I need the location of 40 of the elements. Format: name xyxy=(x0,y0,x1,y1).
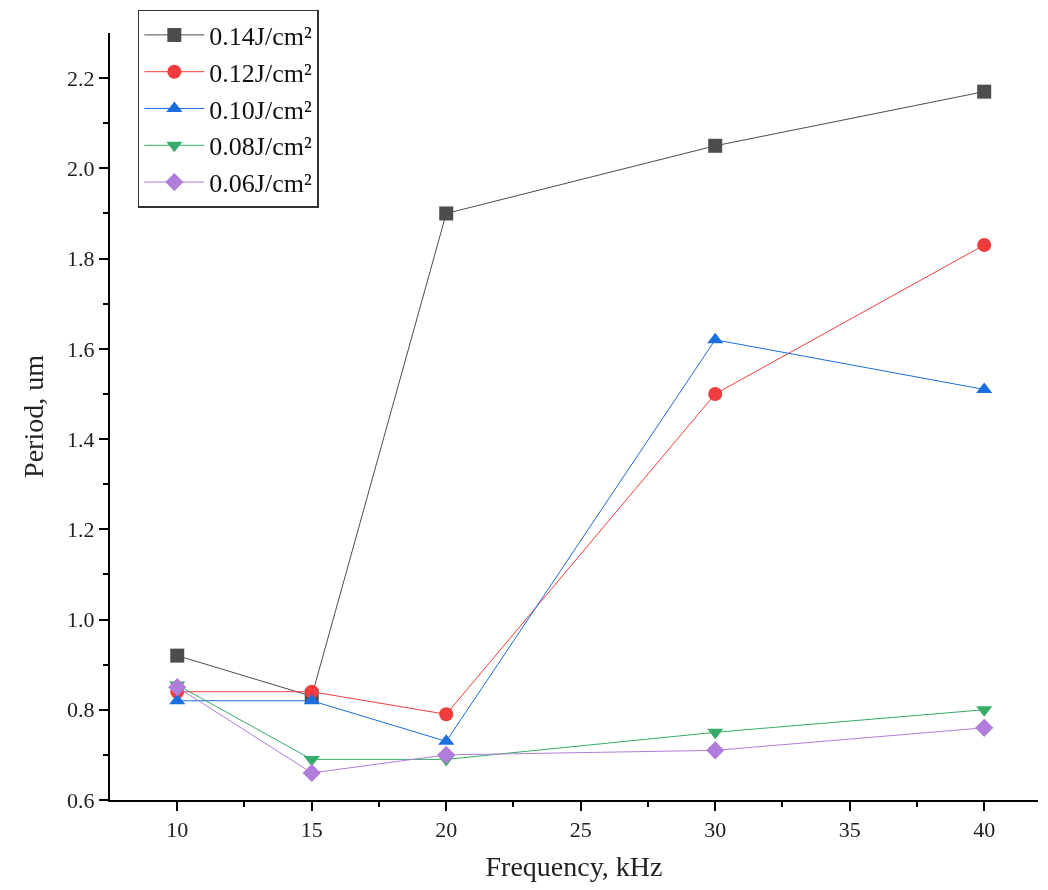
y-tick-label: 1.4 xyxy=(67,426,95,452)
legend-label: 0.14J/cm² xyxy=(209,22,312,52)
x-tick-label: 20 xyxy=(435,817,458,843)
x-tick-label: 10 xyxy=(166,817,189,843)
point xyxy=(977,84,992,99)
point xyxy=(168,678,187,697)
legend-label: 0.08J/cm² xyxy=(209,132,312,162)
y-axis-title: Period, um xyxy=(18,354,50,478)
point xyxy=(977,238,992,253)
x-tick-label: 30 xyxy=(704,817,727,843)
x-tick-label: 35 xyxy=(838,817,861,843)
point xyxy=(170,648,185,663)
legend-label: 0.06J/cm² xyxy=(209,169,312,199)
point xyxy=(707,728,724,740)
point xyxy=(169,693,186,705)
y-tick-label: 1.0 xyxy=(67,607,95,633)
y-tick-label: 1.6 xyxy=(67,336,95,362)
x-tick-label: 25 xyxy=(569,817,592,843)
point xyxy=(708,386,723,401)
y-tick-label: 1.2 xyxy=(67,516,95,542)
x-axis-title: Frequency, kHz xyxy=(485,851,663,882)
x-tick-label: 15 xyxy=(300,817,323,843)
point xyxy=(437,745,456,764)
point xyxy=(707,332,724,344)
point xyxy=(439,707,454,722)
point xyxy=(975,718,994,737)
legend-label: 0.12J/cm² xyxy=(209,58,312,88)
point xyxy=(708,138,723,153)
point xyxy=(302,763,321,783)
point xyxy=(706,741,725,760)
x-tick-label: 40 xyxy=(973,817,996,843)
point xyxy=(439,206,454,221)
legend-label: 0.10J/cm² xyxy=(209,95,312,125)
y-tick-label: 0.6 xyxy=(67,787,95,813)
y-tick-label: 0.8 xyxy=(67,697,95,723)
y-tick-label: 2.2 xyxy=(67,65,95,91)
y-tick-label: 2.0 xyxy=(67,156,95,182)
y-tick-label: 1.8 xyxy=(67,246,95,272)
point xyxy=(303,693,320,705)
point xyxy=(303,755,320,767)
